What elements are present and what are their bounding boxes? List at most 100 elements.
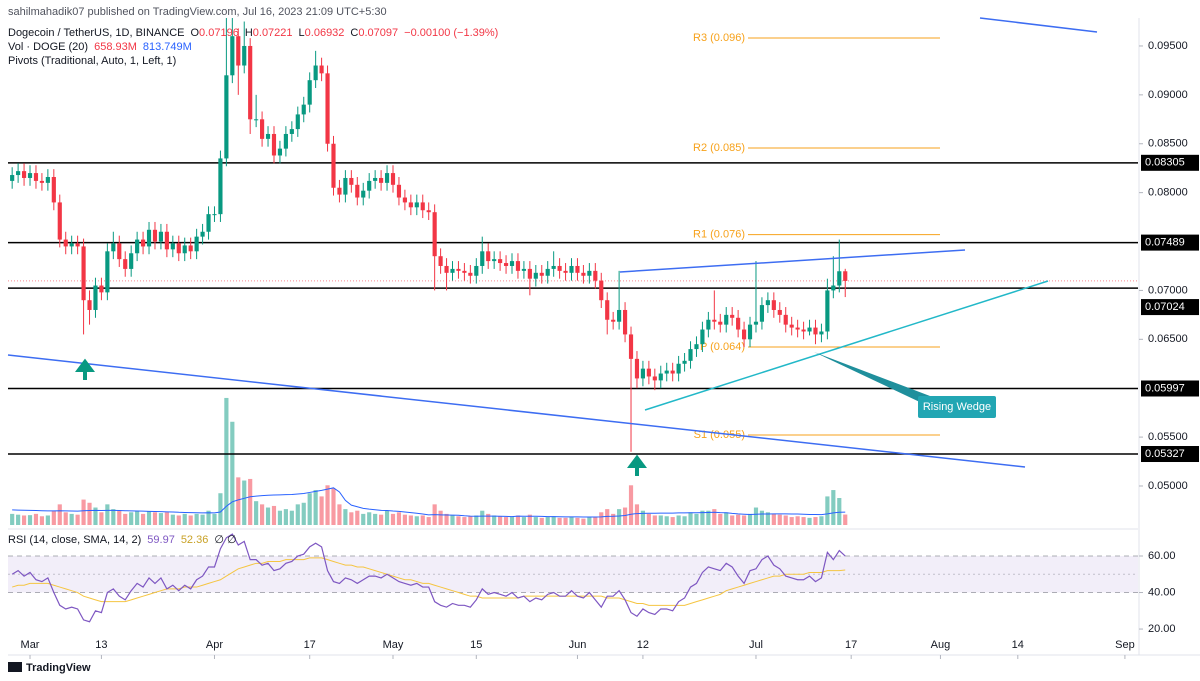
volume-bar bbox=[640, 510, 646, 525]
readout-change: −0.00100 (−1.39%) bbox=[404, 27, 498, 39]
volume-bar bbox=[718, 513, 723, 525]
candle-body bbox=[480, 251, 485, 266]
candle-body bbox=[87, 300, 92, 310]
volume-bar bbox=[533, 517, 538, 525]
volume-bar bbox=[474, 515, 479, 525]
candle-body bbox=[587, 270, 592, 276]
candle-body bbox=[694, 344, 699, 350]
candle-body bbox=[337, 187, 342, 195]
candle-body bbox=[105, 251, 110, 293]
brand-name: TradingView bbox=[26, 662, 91, 674]
volume-bar bbox=[271, 505, 277, 525]
volume-bar bbox=[581, 518, 586, 525]
volume-bar bbox=[349, 512, 354, 525]
candle-body bbox=[81, 246, 86, 301]
volume-bar bbox=[688, 512, 693, 525]
candle-body bbox=[206, 214, 211, 232]
y-tick-label: 0.08000 bbox=[1148, 187, 1188, 199]
brand: TradingView bbox=[8, 662, 91, 674]
candle-body bbox=[474, 265, 479, 276]
pivot-label: R1 (0.076) bbox=[693, 229, 745, 241]
candle-body bbox=[795, 327, 800, 330]
candle-body bbox=[658, 373, 663, 381]
candle-body bbox=[521, 268, 526, 271]
volume-bar bbox=[10, 513, 15, 525]
volume-bar bbox=[741, 515, 747, 525]
level-label: 0.08305 bbox=[1145, 157, 1185, 169]
volume-bar bbox=[254, 501, 259, 525]
candle-body bbox=[313, 65, 318, 81]
candle-body bbox=[379, 177, 384, 183]
candle-body bbox=[248, 45, 253, 120]
candle-body bbox=[390, 173, 396, 185]
candle-body bbox=[736, 317, 741, 330]
readout-key: O bbox=[190, 27, 199, 39]
volume-bar bbox=[45, 515, 50, 525]
candle-body bbox=[176, 243, 181, 254]
x-tick-label: 17 bbox=[845, 639, 857, 651]
volume-bar bbox=[63, 512, 68, 525]
legends: Dogecoin / TetherUS, 1D, BINANCE O0.07196… bbox=[8, 27, 498, 546]
annotation-label: Rising Wedge bbox=[923, 401, 991, 413]
candle-body bbox=[545, 268, 550, 276]
y-tick-label: 0.08500 bbox=[1148, 138, 1188, 150]
volume-bar bbox=[486, 513, 491, 525]
x-tick-label: 15 bbox=[470, 639, 482, 651]
volume-bar bbox=[611, 513, 616, 525]
candle-body bbox=[27, 173, 33, 178]
y-tick-label: 0.05500 bbox=[1148, 431, 1188, 443]
candle-body bbox=[283, 133, 288, 149]
volume-bar bbox=[87, 502, 92, 525]
volume-bar bbox=[39, 516, 45, 525]
volume-bar bbox=[730, 515, 735, 525]
candle-body bbox=[628, 334, 634, 359]
candle-body bbox=[527, 268, 532, 279]
volume-bar bbox=[242, 480, 247, 525]
candle-body bbox=[438, 256, 443, 266]
wedge-support-line bbox=[644, 280, 1049, 411]
candle-body bbox=[783, 314, 788, 325]
pivot-label: R3 (0.096) bbox=[693, 32, 745, 44]
level-label-box bbox=[1141, 234, 1199, 251]
candle-body bbox=[218, 158, 223, 215]
candle-body bbox=[355, 184, 360, 198]
volume-bar bbox=[569, 517, 574, 525]
candle-body bbox=[789, 324, 794, 328]
candle-body bbox=[373, 177, 378, 181]
volume-bar bbox=[313, 490, 318, 525]
volume-bar bbox=[700, 510, 705, 525]
candle-body bbox=[21, 171, 27, 178]
volume-bar bbox=[819, 516, 824, 525]
volume-bar bbox=[367, 512, 372, 525]
rsi-sma-value: 52.36 bbox=[181, 534, 209, 546]
candle-body bbox=[688, 349, 693, 361]
level-label-box bbox=[1141, 380, 1199, 397]
volume-bar bbox=[140, 513, 146, 525]
volume-bar bbox=[456, 516, 461, 525]
volume-bar bbox=[682, 516, 687, 525]
candle-body bbox=[533, 272, 538, 279]
candle-body bbox=[825, 290, 830, 332]
volume-bar bbox=[789, 517, 794, 525]
volume-bar bbox=[194, 513, 199, 525]
readout-value: 0.07196 bbox=[199, 27, 239, 39]
volume-bar bbox=[129, 512, 134, 525]
volume-bar bbox=[747, 513, 753, 525]
candle-body bbox=[634, 358, 640, 379]
candle-body bbox=[837, 271, 842, 286]
rsi-line bbox=[11, 533, 846, 623]
y-tick-label: 0.06500 bbox=[1148, 333, 1188, 345]
readout-value: 0.07221 bbox=[253, 27, 293, 39]
volume-bar bbox=[563, 517, 568, 525]
candle-body bbox=[45, 176, 50, 183]
volume-bar bbox=[712, 509, 717, 525]
volume-bar bbox=[206, 510, 211, 525]
candle-body bbox=[33, 173, 39, 181]
candle-body bbox=[319, 65, 324, 74]
volume-bar bbox=[200, 514, 205, 525]
volume-bar bbox=[462, 517, 467, 525]
volume-bar bbox=[676, 515, 681, 525]
volume-bar bbox=[605, 509, 610, 525]
volume-bar bbox=[248, 478, 253, 525]
